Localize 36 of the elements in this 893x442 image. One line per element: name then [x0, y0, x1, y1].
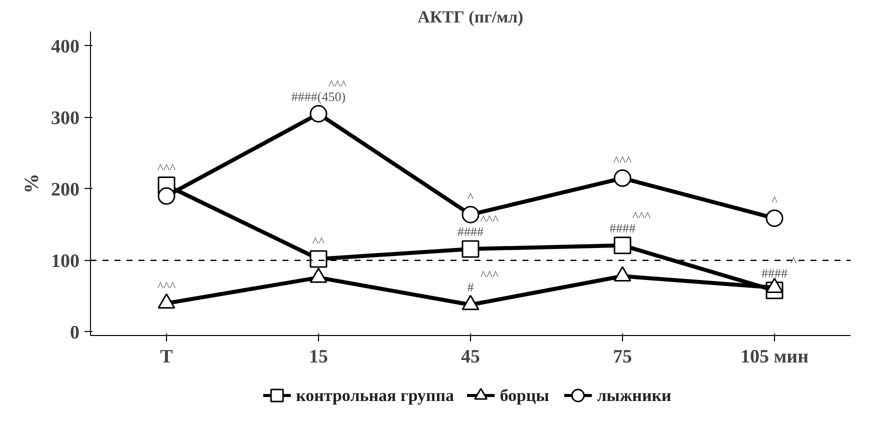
legend-label: лыжники	[597, 386, 672, 405]
y-tick-label: 300	[51, 108, 80, 129]
annotation: ^	[771, 193, 778, 208]
legend-label: борцы	[500, 386, 550, 405]
point	[614, 266, 632, 282]
point	[614, 169, 632, 187]
annotation: ^	[467, 190, 474, 205]
annotation: ^^^	[157, 278, 176, 294]
point	[310, 250, 328, 268]
y-tick-label: 200	[51, 179, 80, 200]
point	[614, 236, 632, 254]
point	[158, 187, 176, 205]
chart-title: АКТГ (пг/мл)	[418, 8, 524, 26]
y-tick-label: 100	[51, 250, 80, 272]
y-tick-label: 0	[70, 322, 80, 344]
annotation: ^^^	[613, 153, 632, 168]
point	[766, 209, 784, 227]
point	[462, 206, 480, 224]
x-tick-label: 45	[461, 346, 480, 368]
x-tick-label: 75	[613, 346, 632, 368]
point	[158, 293, 176, 309]
x-tick-label: 105 мин	[740, 346, 809, 368]
legend-label: контрольная группа	[296, 386, 455, 405]
annotation: ####	[762, 265, 788, 280]
x-tick-label: 15	[309, 346, 328, 368]
point	[310, 268, 328, 283]
y-axis-title: %	[21, 174, 43, 194]
point	[462, 294, 480, 310]
annotation: ^^	[312, 234, 325, 249]
point	[766, 278, 784, 293]
annotation: #	[467, 280, 474, 295]
x-tick-label: T	[160, 346, 174, 368]
point	[462, 240, 480, 258]
annotation: ^^^	[157, 160, 176, 176]
y-tick-label: 400	[51, 36, 80, 58]
annotation: ^^^	[480, 268, 499, 283]
